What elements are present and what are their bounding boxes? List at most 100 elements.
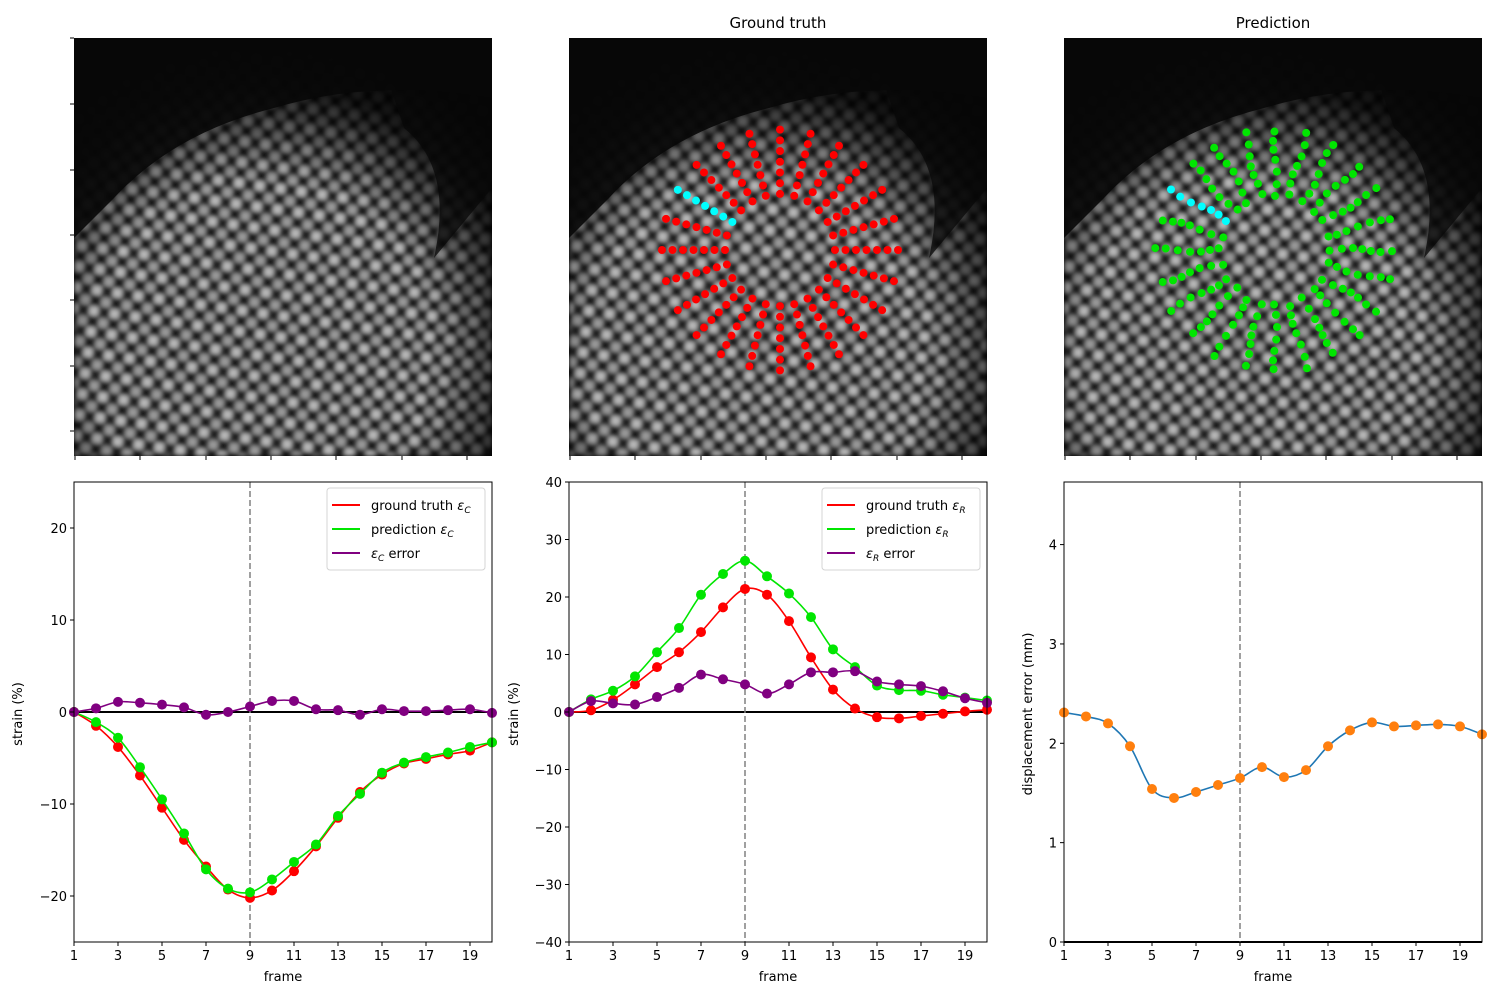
x-tick-label: 1 <box>565 949 573 964</box>
landmark <box>1355 162 1364 171</box>
landmark <box>1340 175 1349 184</box>
data-point <box>1235 773 1245 784</box>
landmark <box>1177 218 1186 227</box>
data-point <box>608 698 618 709</box>
landmark <box>822 293 831 302</box>
landmark <box>1372 184 1381 193</box>
landmark <box>1168 217 1177 226</box>
y-axis-label: displacement error (mm) <box>1021 633 1036 796</box>
data-point <box>201 709 211 720</box>
data-point <box>135 762 145 773</box>
landmark <box>748 294 757 303</box>
data-point <box>1301 765 1311 776</box>
landmark <box>1161 244 1170 253</box>
highlighted-landmark <box>1176 192 1185 201</box>
landmark <box>727 160 736 169</box>
landmark <box>722 340 731 349</box>
landmark <box>1340 317 1349 326</box>
data-point <box>696 589 706 600</box>
landmark <box>689 246 698 254</box>
data-point <box>157 794 167 805</box>
landmark <box>682 220 691 229</box>
y-tick-label: −20 <box>535 821 562 836</box>
landmark <box>1315 198 1324 207</box>
highlighted-landmark <box>710 207 719 216</box>
landmark <box>776 189 784 198</box>
landmark <box>1233 283 1242 292</box>
landmark <box>814 285 823 294</box>
x-tick-label: 19 <box>462 949 479 964</box>
landmark <box>776 125 784 134</box>
data-point <box>179 828 189 839</box>
x-axis-label: frame <box>1254 970 1293 985</box>
landmark <box>721 246 729 254</box>
landmark <box>748 197 757 206</box>
landmark <box>732 322 741 331</box>
data-point <box>762 688 772 699</box>
highlighted-landmark <box>1167 185 1176 194</box>
landmark <box>1253 312 1262 321</box>
y-tick-label: 20 <box>545 591 562 606</box>
landmark <box>722 260 731 269</box>
y-tick-label: 10 <box>545 649 562 664</box>
landmark <box>748 140 757 149</box>
data-point <box>652 647 662 658</box>
data-point <box>355 709 365 720</box>
landmark <box>852 246 860 254</box>
landmark <box>1221 331 1230 340</box>
data-point <box>740 583 750 594</box>
landmark <box>1316 291 1325 300</box>
landmark <box>776 168 784 177</box>
x-tick-label: 5 <box>1148 949 1156 964</box>
x-tick-label: 5 <box>653 949 661 964</box>
x-tick-label: 17 <box>1408 949 1425 964</box>
landmark <box>841 284 850 293</box>
x-tick-label: 3 <box>114 949 122 964</box>
landmark <box>1269 145 1278 154</box>
highlighted-landmark <box>728 217 737 226</box>
landmark <box>894 246 902 254</box>
data-point <box>201 864 211 875</box>
landmark <box>1376 247 1385 256</box>
landmark <box>1271 191 1279 200</box>
landmark <box>819 169 828 178</box>
x-tick-label: 3 <box>1104 949 1112 964</box>
data-point <box>806 667 816 678</box>
x-tick-label: 17 <box>418 949 435 964</box>
x-tick-label: 1 <box>1060 949 1068 964</box>
landmark <box>737 206 746 215</box>
landmark <box>1247 331 1256 340</box>
landmark <box>1269 136 1278 145</box>
landmark <box>1272 167 1281 176</box>
landmark <box>1207 285 1216 294</box>
data-point <box>355 788 365 799</box>
x-tick-label: 17 <box>913 949 930 964</box>
landmark <box>798 160 807 169</box>
landmark <box>1293 161 1302 170</box>
landmark <box>1302 128 1311 137</box>
landmark <box>707 315 716 324</box>
landmark <box>1338 207 1347 216</box>
y-tick-label: 40 <box>545 476 562 491</box>
data-point <box>740 679 750 690</box>
x-tick-label: 13 <box>330 949 347 964</box>
landmark <box>776 312 784 321</box>
y-tick-label: −10 <box>535 764 562 779</box>
landmark <box>859 223 868 232</box>
landmark <box>1288 319 1297 328</box>
landmark <box>759 181 768 190</box>
y-tick-label: 0 <box>1049 936 1057 951</box>
landmark <box>803 351 812 360</box>
landmark <box>1215 193 1224 202</box>
x-tick-label: 5 <box>158 949 166 964</box>
data-point <box>333 705 343 716</box>
landmark <box>1189 159 1198 168</box>
legend-entry: ground truth εC <box>371 499 471 516</box>
highlighted-landmark <box>682 191 691 200</box>
landmark <box>1210 143 1219 152</box>
landmark <box>691 295 700 304</box>
landmark <box>1186 293 1195 302</box>
data-point <box>157 699 167 710</box>
data-point <box>443 705 453 716</box>
landmark <box>1177 272 1186 281</box>
